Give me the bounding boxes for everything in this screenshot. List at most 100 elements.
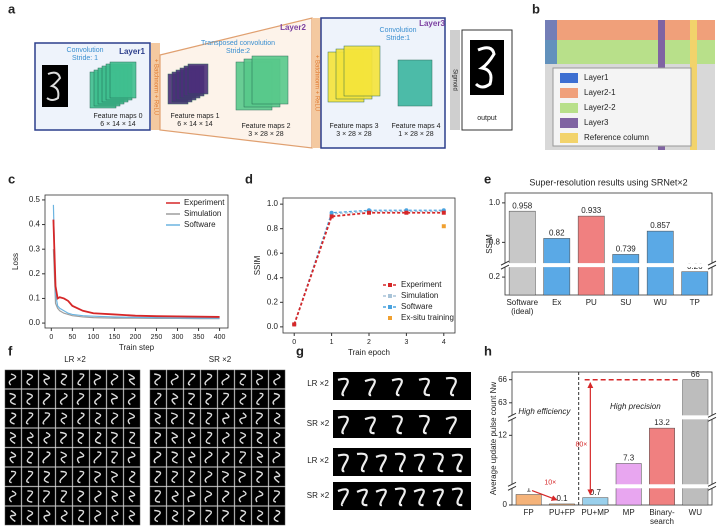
legend-label: Simulation: [184, 209, 221, 218]
y-tick-label: 0.4: [267, 273, 279, 282]
digit-stroke: [43, 509, 51, 523]
digit-stroke: [110, 392, 118, 405]
y-tick-label: 63: [498, 398, 507, 407]
digit-stroke: [128, 470, 136, 484]
digit-stroke: [60, 431, 67, 445]
digit-stroke: [76, 392, 85, 406]
x-tick-label: 400: [214, 334, 226, 341]
digit-stroke: [272, 451, 281, 464]
digit-stroke: [77, 490, 85, 503]
point: [292, 322, 297, 327]
y-tick-label: 0.2: [267, 297, 279, 306]
y-tick-label: 0.8: [267, 224, 279, 233]
digit-stroke: [60, 412, 68, 425]
y-tick-label: 0.5: [29, 195, 41, 204]
x-tick-label: 100: [88, 334, 100, 341]
x-axis-label: Train epoch: [348, 348, 390, 357]
digit-stroke: [110, 373, 119, 386]
digit-stroke: [273, 431, 281, 445]
x-tick-label: 0: [292, 339, 296, 346]
digit-stroke: [238, 490, 247, 503]
bar: [549, 503, 575, 506]
digit-stroke: [256, 451, 264, 464]
digit-stroke: [154, 509, 161, 523]
digit-stroke: [26, 451, 34, 464]
glyph-stroke: [413, 453, 425, 473]
x-tick-label: 2: [367, 339, 371, 346]
digit-stroke: [154, 431, 162, 445]
glyph-stroke: [337, 377, 349, 397]
digit-stroke: [273, 509, 281, 523]
input-image: [42, 65, 68, 107]
digit-stroke: [221, 451, 230, 464]
break-mark: [507, 485, 517, 491]
digit-stroke: [255, 490, 264, 503]
x-tick-label: 350: [193, 334, 205, 341]
glyph-stroke: [413, 488, 425, 507]
x-tick-label: 3: [404, 339, 408, 346]
legend-label: Layer2-1: [584, 88, 616, 97]
bar: [615, 463, 642, 506]
digit-stroke: [94, 490, 102, 503]
x-tick-label: Software (ideal): [506, 298, 539, 316]
glyph-stroke: [356, 452, 368, 473]
digit-stroke: [26, 431, 34, 445]
x-tick-label: 200: [130, 334, 142, 341]
glyph-stroke: [337, 415, 349, 435]
shape-label: 6 × 14 × 14: [177, 121, 213, 128]
chart-title: Super-resolution results using SRNet×2: [529, 177, 687, 187]
panel-label: d: [245, 171, 253, 186]
x-tick-label: 50: [68, 334, 76, 341]
shape-label: 3 × 28 × 28: [248, 131, 284, 138]
value-label: 0.958: [512, 201, 533, 210]
digit-stroke: [26, 470, 34, 484]
digit-stroke: [273, 373, 281, 386]
digit-stroke: [239, 451, 247, 464]
break-mark: [707, 481, 717, 487]
point: [441, 224, 446, 229]
x-tick-label: 150: [109, 334, 121, 341]
row-label: SR ×2: [307, 491, 330, 500]
digit-stroke: [273, 490, 281, 503]
glyph-stroke: [375, 454, 387, 473]
digit-stroke: [8, 373, 17, 386]
y-tick-label: 0.4: [29, 220, 41, 229]
break-mark: [707, 485, 717, 491]
panel-f-label: SR ×2: [209, 355, 232, 364]
digit-stroke: [110, 470, 118, 484]
digit-stroke: [188, 412, 196, 425]
feature-map: [343, 45, 381, 97]
feature-map: [397, 59, 433, 107]
layer-title: Layer2: [280, 23, 306, 32]
y-tick-label: 0.2: [489, 272, 501, 281]
legend-label: Layer1: [584, 73, 609, 82]
legend-marker: [388, 283, 392, 287]
axis-break: [508, 484, 716, 489]
bar: [582, 497, 609, 506]
digit-stroke: [154, 470, 162, 484]
digit-stroke: [221, 509, 230, 523]
x-tick-label: 1: [330, 339, 334, 346]
legend-marker: [388, 316, 392, 320]
digit-stroke: [188, 470, 196, 484]
legend-label: Software: [184, 220, 216, 229]
digit-stroke: [221, 373, 230, 386]
norm-bar: [151, 43, 160, 130]
legend-label: Ex-situ training: [401, 313, 454, 322]
legend-swatch: [560, 88, 578, 98]
glyph-stroke: [432, 452, 444, 473]
layer2-1-region: [545, 20, 715, 40]
axis-break: [508, 415, 716, 420]
digit-stroke: [42, 451, 51, 464]
digit-stroke: [60, 490, 68, 503]
digit-stroke: [255, 412, 263, 425]
stride-label: Stride: 1: [72, 55, 98, 62]
maps-label: Feature maps 1: [170, 113, 219, 120]
point: [404, 210, 409, 215]
glyph-stroke: [418, 414, 430, 435]
shape-label: 6 × 14 × 14: [100, 121, 136, 128]
glyph-stroke: [451, 453, 463, 473]
panel-label: g: [296, 343, 304, 358]
shape-label: 1 × 28 × 28: [398, 131, 434, 138]
x-tick-label: FP: [523, 508, 534, 517]
